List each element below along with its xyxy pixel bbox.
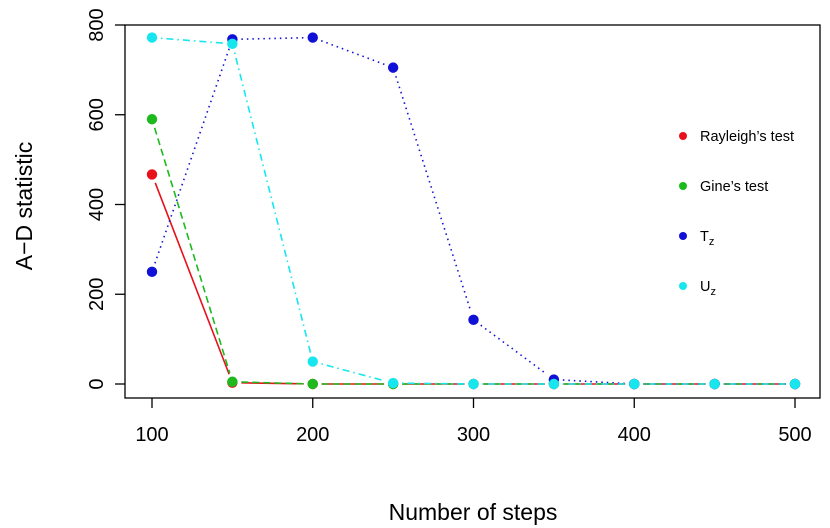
data-point-uz [468, 378, 479, 390]
legend-label-gine-s-test: Gine’s test [700, 179, 768, 195]
y-tick-label: 800 [86, 8, 108, 41]
line-segment-tz [562, 379, 626, 385]
x-tick-label: 400 [618, 424, 651, 446]
plot-frame [124, 24, 821, 399]
legend-label-subscript: z [710, 286, 716, 298]
data-point-gine-s-test [146, 114, 158, 125]
line-segment-uz [160, 37, 224, 44]
line-segment-tz [395, 75, 472, 312]
legend-swatch-gine-s-test [679, 182, 687, 190]
x-tick-label: 500 [778, 424, 811, 446]
y-axis-title: A−D statistic [11, 142, 37, 270]
legend-label-subscript: z [709, 236, 715, 248]
data-point-gine-s-test [227, 376, 238, 387]
legend-label-main: U [700, 279, 710, 295]
data-point-uz [146, 32, 158, 43]
data-point-uz [629, 378, 640, 390]
data-point-rayleigh-s-test [146, 169, 158, 180]
legend-label-main: T [700, 229, 709, 245]
line-segment-gine-s-test [153, 127, 231, 374]
series-points [146, 32, 801, 390]
data-point-uz [548, 378, 560, 390]
legend-label-uz: Uz [700, 279, 716, 298]
x-tick-label: 100 [135, 424, 168, 446]
line-segment-tz [241, 36, 304, 40]
line-segment-rayleigh-s-test [154, 182, 230, 375]
y-tick-label: 600 [86, 98, 108, 131]
data-point-tz [468, 314, 479, 326]
data-point-uz [227, 38, 238, 50]
y-tick-label: 200 [86, 278, 108, 311]
series-lines [153, 36, 786, 385]
line-segment-rayleigh-s-test [241, 382, 304, 385]
x-tick-label: 200 [296, 424, 329, 446]
line-segment-uz [233, 52, 312, 354]
line-segment-tz [480, 324, 548, 375]
legend-swatch-rayleigh-s-test [679, 132, 687, 140]
legend-swatch-uz [679, 282, 687, 290]
line-segment-uz [402, 382, 465, 385]
y-tick-label: 400 [86, 188, 108, 221]
data-point-tz [307, 32, 318, 43]
line-segment-uz [321, 363, 385, 382]
data-point-uz [387, 377, 399, 389]
legend-swatch-tz [679, 232, 687, 240]
x-tick-label: 300 [457, 424, 490, 446]
data-point-gine-s-test [307, 378, 318, 390]
legend-label-rayleigh-s-test: Rayleigh’s test [700, 129, 794, 145]
legend-label-main: Rayleigh’s test [700, 129, 794, 145]
x-axis-title: Number of steps [389, 499, 558, 525]
data-point-uz [307, 356, 318, 367]
data-point-tz [387, 62, 399, 73]
line-segment-tz [154, 47, 231, 264]
y-axis: 0 200 400 600 800 [86, 8, 125, 390]
legend-label-tz: Tz [700, 229, 714, 248]
data-point-uz [709, 378, 720, 390]
x-axis: 100 200 300 400 500 [135, 398, 812, 446]
data-point-uz [789, 378, 801, 390]
line-segment-tz [320, 39, 385, 66]
data-point-tz [146, 266, 158, 278]
y-tick-label: 0 [86, 378, 108, 389]
legend-label-main: Gine’s test [700, 179, 768, 195]
